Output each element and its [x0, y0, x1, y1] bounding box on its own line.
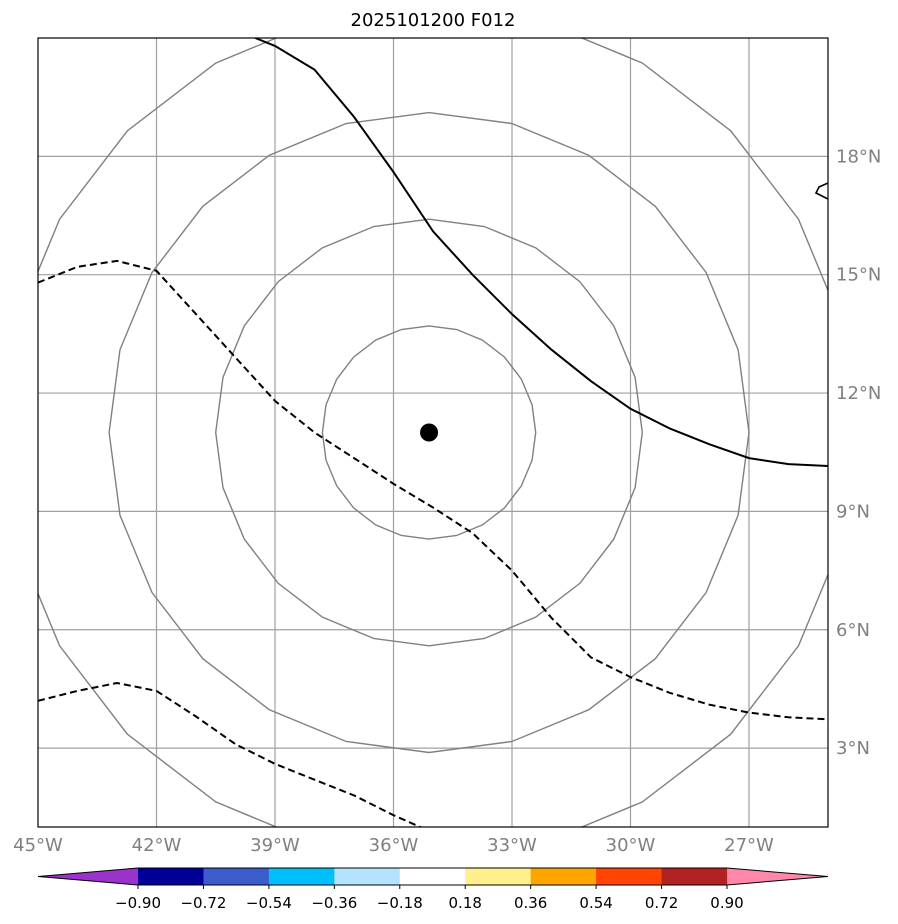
latitude-label: 3°N	[836, 738, 870, 759]
longitude-label: 33°W	[487, 835, 537, 856]
colorbar-segment	[465, 868, 532, 885]
figure-title: 2025101200 F012	[351, 10, 516, 31]
latitude-label: 9°N	[836, 501, 870, 522]
colorbar-segment	[334, 868, 401, 885]
colorbar-tick-label: 0.90	[710, 894, 743, 912]
colorbar-extend-high	[728, 868, 828, 885]
dashed-contour-line	[38, 259, 828, 721]
colorbar-segment	[596, 868, 663, 885]
latitude-label: 6°N	[836, 620, 870, 641]
colorbar-tick-label: 0.72	[645, 894, 678, 912]
latitude-label: 15°N	[836, 265, 881, 286]
range-ring	[321, 325, 537, 540]
longitude-label: 36°W	[369, 835, 419, 856]
longitude-label: 27°W	[724, 835, 774, 856]
range-ring	[108, 111, 750, 754]
range-rings	[38, 38, 828, 827]
latitude-label: 12°N	[836, 383, 881, 404]
dashed-contour-line	[38, 681, 423, 827]
colorbar-tick-label: −0.90	[115, 894, 161, 912]
range-ring	[38, 38, 828, 827]
colorbar-tick-label: 0.54	[579, 894, 612, 912]
colorbar-segment	[399, 868, 466, 885]
colorbar-tick-label: −0.18	[377, 894, 423, 912]
longitude-label: 30°W	[606, 835, 656, 856]
longitude-label: 39°W	[250, 835, 300, 856]
longitude-labels: 45°W 42°W 39°W 36°W 33°W 30°W 27°W	[13, 835, 774, 856]
colorbar-tick-label: 0.18	[449, 894, 482, 912]
range-ring	[214, 218, 644, 647]
colorbar-segment	[138, 868, 204, 885]
colorbar: −0.90 −0.72 −0.54 −0.36 −0.18 0.18 0.36 0.54 0.7…	[37, 867, 829, 912]
colorbar-segment	[203, 868, 270, 885]
colorbar-tick-label: 0.36	[514, 894, 547, 912]
colorbar-segment	[268, 868, 335, 885]
latitude-labels: 3°N 6°N 9°N 12°N 15°N 18°N	[836, 146, 881, 759]
longitude-label: 45°W	[13, 835, 63, 856]
colorbar-segment	[530, 868, 597, 885]
colorbar-tick-label: −0.54	[246, 894, 292, 912]
colorbar-tick-label: −0.36	[311, 894, 357, 912]
coastline-fragment	[814, 182, 828, 200]
solid-contour-line	[254, 38, 828, 467]
colorbar-tick-label: −0.72	[180, 894, 226, 912]
storm-center-marker	[420, 423, 439, 442]
colorbar-segment	[661, 868, 728, 885]
longitude-label: 42°W	[132, 835, 182, 856]
contour-lines	[38, 38, 828, 827]
latitude-label: 18°N	[836, 146, 881, 167]
colorbar-extend-low	[38, 868, 138, 885]
map-frame	[37, 37, 829, 828]
